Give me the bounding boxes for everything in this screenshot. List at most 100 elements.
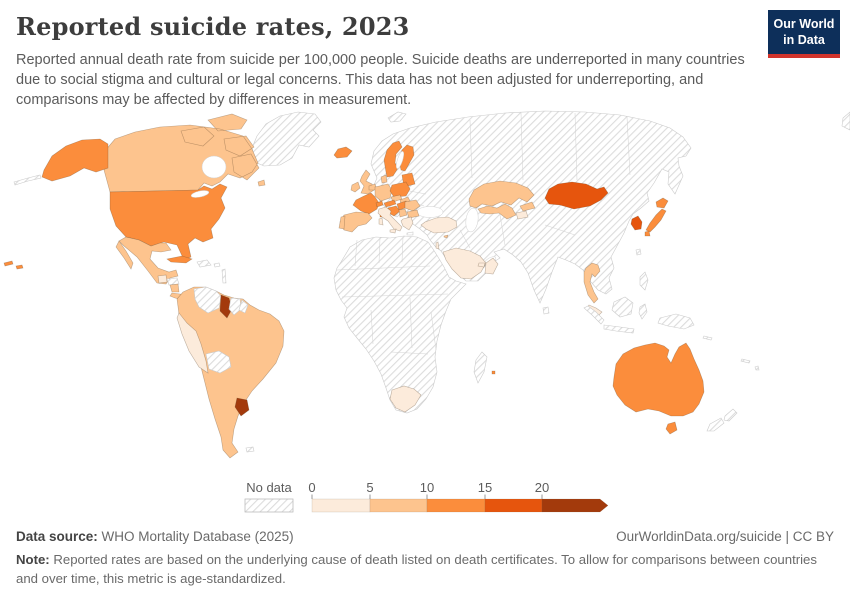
country-mongolia[interactable] <box>544 181 609 210</box>
owid-logo[interactable]: Our World in Data <box>768 10 840 59</box>
country-new-zealand[interactable] <box>706 408 738 432</box>
country-peru[interactable] <box>176 312 209 374</box>
legend-tick-0: 0 <box>308 480 315 495</box>
country-madagascar[interactable] <box>473 351 488 384</box>
country-french-guiana[interactable] <box>238 299 249 314</box>
region-south-america[interactable] <box>176 286 285 459</box>
country-guatemala[interactable] <box>157 274 168 284</box>
data-source: Data source: WHO Mortality Database (202… <box>16 529 294 544</box>
country-cuba[interactable] <box>166 255 193 264</box>
hudson-bay <box>201 155 227 179</box>
legend-no-data-swatch[interactable] <box>244 498 294 513</box>
country-honduras[interactable] <box>166 277 180 286</box>
country-falkland-islands[interactable] <box>245 446 255 453</box>
country-chukotka-wrap[interactable] <box>841 111 850 131</box>
country-guyana[interactable] <box>219 294 233 319</box>
country-cyprus[interactable] <box>443 234 449 239</box>
country-taiwan[interactable] <box>635 248 642 256</box>
country-thailand[interactable] <box>583 262 601 304</box>
world-map <box>3 110 850 459</box>
country-pacific-islands[interactable] <box>702 335 760 371</box>
owid-logo-line1: Our World <box>773 17 835 31</box>
legend-band-0-5[interactable] <box>311 498 371 513</box>
country-israel[interactable] <box>435 241 440 250</box>
country-tajikistan[interactable] <box>515 210 529 220</box>
country-papua-new-guinea[interactable] <box>657 313 695 330</box>
country-mexico[interactable] <box>115 236 179 285</box>
legend-band-20-plus[interactable] <box>541 498 609 513</box>
country-philippines[interactable] <box>639 271 649 291</box>
country-south-africa[interactable] <box>389 385 422 413</box>
country-venezuela[interactable] <box>193 286 222 314</box>
country-sri-lanka[interactable] <box>542 306 550 315</box>
note-text: Reported rates are based on the underlyi… <box>16 552 817 586</box>
chart-subtitle: Reported annual death rate from suicide … <box>16 52 745 108</box>
caspian-sea <box>465 207 479 233</box>
country-japan[interactable] <box>644 197 669 237</box>
country-kazakhstan[interactable] <box>468 180 535 209</box>
country-usa-hawaii[interactable] <box>3 260 24 270</box>
map-legend: No data 0 5 10 15 20 <box>244 480 609 513</box>
country-switzerland[interactable] <box>375 200 384 208</box>
country-svalbard[interactable] <box>387 111 407 123</box>
country-saudi-arabia[interactable] <box>442 247 487 280</box>
note-label: Note: <box>16 552 50 567</box>
page-title: Reported suicide rates, 2023 <box>16 12 410 41</box>
country-greenland[interactable] <box>251 111 322 167</box>
country-uzbekistan[interactable] <box>477 203 517 220</box>
country-south-korea[interactable] <box>630 215 643 231</box>
black-sea <box>416 206 444 218</box>
country-bolivia[interactable] <box>205 350 232 374</box>
legend-tick-marks <box>311 494 543 499</box>
legend-band-15-20[interactable] <box>484 498 543 513</box>
country-austria[interactable] <box>383 199 397 208</box>
country-oman[interactable] <box>484 257 499 275</box>
attribution-link[interactable]: OurWorldinData.org/suicide | CC BY <box>616 529 834 544</box>
country-italy[interactable] <box>377 206 403 232</box>
legend-band-10-15[interactable] <box>426 498 486 513</box>
country-canada[interactable] <box>103 113 266 193</box>
country-aleutian-islands[interactable] <box>13 174 42 186</box>
country-indonesia[interactable] <box>583 296 648 334</box>
country-kyrgyzstan[interactable] <box>519 201 536 212</box>
country-ireland[interactable] <box>350 181 361 193</box>
country-romania[interactable] <box>404 199 421 212</box>
country-bulgaria[interactable] <box>406 209 420 219</box>
country-poland[interactable] <box>389 181 411 198</box>
country-united-kingdom[interactable] <box>359 169 375 195</box>
footer-source-row: Data source: WHO Mortality Database (202… <box>16 529 834 544</box>
great-lakes <box>190 190 210 198</box>
country-uruguay[interactable] <box>234 397 250 417</box>
country-caribbean-other[interactable] <box>213 262 227 284</box>
country-greece[interactable] <box>400 216 414 231</box>
country-hispaniola[interactable] <box>196 259 212 268</box>
legend-no-data-label: No data <box>246 480 292 495</box>
country-portugal[interactable] <box>338 215 346 230</box>
region-africa-no-data[interactable] <box>333 235 467 414</box>
country-sicily[interactable] <box>389 228 397 234</box>
data-source-label: Data source: <box>16 529 98 544</box>
country-uae[interactable] <box>477 262 486 268</box>
country-iceland[interactable] <box>333 146 353 159</box>
country-usa-alaska[interactable] <box>41 138 109 182</box>
country-crete[interactable] <box>406 231 414 236</box>
country-suriname[interactable] <box>228 297 242 316</box>
legend-band-5-10[interactable] <box>369 498 428 513</box>
country-nicaragua[interactable] <box>169 283 180 293</box>
legend-tick-20: 20 <box>535 480 549 495</box>
country-australia[interactable] <box>612 342 705 417</box>
country-denmark[interactable] <box>380 174 388 184</box>
legend-tick-5: 5 <box>366 480 373 495</box>
country-serbia[interactable] <box>398 208 408 218</box>
country-reunion[interactable] <box>491 370 496 375</box>
gulf-of-bothnia <box>396 151 404 169</box>
country-sardinia[interactable] <box>378 217 384 226</box>
country-tasmania[interactable] <box>665 421 678 435</box>
country-turkey[interactable] <box>420 216 458 234</box>
legend-tick-10: 10 <box>420 480 434 495</box>
country-germany[interactable] <box>374 183 393 202</box>
owid-logo-line2: in Data <box>783 32 825 47</box>
footer-note: Note: Reported rates are based on the un… <box>16 551 834 588</box>
legend-tick-15: 15 <box>478 480 492 495</box>
